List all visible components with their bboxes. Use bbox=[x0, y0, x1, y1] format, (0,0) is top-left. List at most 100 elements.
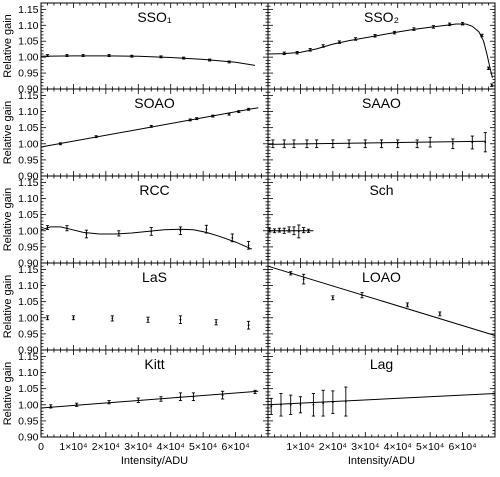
data-marker bbox=[247, 244, 250, 247]
x-tick-label: 0 bbox=[38, 441, 44, 453]
data-marker bbox=[406, 303, 409, 306]
y-tick-label: 1.05 bbox=[18, 209, 39, 221]
data-point bbox=[214, 319, 218, 326]
y-tick-label: 1.10 bbox=[18, 280, 39, 292]
y-tick-label: 0.90 bbox=[18, 171, 39, 183]
data-point bbox=[431, 25, 435, 29]
y-tick-label: 0.95 bbox=[18, 241, 39, 253]
data-point bbox=[347, 139, 351, 149]
data-point bbox=[353, 37, 358, 41]
data-point bbox=[208, 58, 212, 62]
data-marker bbox=[46, 226, 49, 229]
data-marker bbox=[254, 390, 256, 393]
y-tick-label: 1.00 bbox=[18, 225, 39, 237]
data-marker bbox=[471, 141, 474, 144]
data-point bbox=[45, 54, 50, 57]
data-point bbox=[311, 393, 315, 417]
x-tick-label: 5×10⁴ bbox=[189, 441, 217, 453]
y-tick-label: 1.10 bbox=[18, 367, 39, 379]
data-marker bbox=[280, 403, 282, 406]
data-marker bbox=[451, 142, 454, 145]
data-point bbox=[363, 139, 367, 149]
data-marker bbox=[195, 117, 198, 120]
data-marker bbox=[72, 316, 75, 319]
data-marker bbox=[338, 41, 341, 44]
data-marker bbox=[283, 229, 286, 232]
data-marker bbox=[490, 84, 493, 87]
data-marker bbox=[484, 141, 487, 144]
data-marker bbox=[331, 401, 334, 404]
data-point bbox=[373, 34, 377, 38]
data-point bbox=[490, 83, 494, 87]
fit-curve bbox=[40, 55, 256, 66]
data-marker bbox=[429, 141, 432, 144]
y-tick-label: 1.05 bbox=[18, 296, 39, 308]
data-marker bbox=[66, 227, 68, 230]
data-point bbox=[287, 226, 291, 233]
x-tick-label: 3×10⁴ bbox=[124, 441, 152, 453]
y-tick-label: 0.95 bbox=[18, 68, 39, 80]
data-marker bbox=[59, 142, 62, 145]
data-marker bbox=[297, 230, 300, 233]
y-tick-label: 1.15 bbox=[18, 351, 39, 363]
data-point bbox=[178, 392, 183, 402]
data-marker bbox=[306, 142, 308, 145]
data-point bbox=[379, 139, 384, 149]
data-point bbox=[460, 21, 465, 26]
data-marker bbox=[117, 232, 120, 235]
y-tick-label: 1.00 bbox=[18, 312, 39, 324]
data-point bbox=[438, 311, 442, 317]
data-marker bbox=[396, 142, 399, 145]
data-point bbox=[415, 139, 419, 149]
data-point bbox=[308, 48, 312, 52]
data-marker bbox=[299, 403, 302, 406]
data-point bbox=[221, 390, 225, 400]
data-marker bbox=[289, 403, 292, 406]
data-point bbox=[272, 228, 277, 234]
data-marker bbox=[283, 52, 286, 55]
data-marker bbox=[228, 113, 230, 116]
panel-sch-5 bbox=[267, 175, 496, 264]
data-marker bbox=[231, 236, 234, 239]
data-point bbox=[305, 139, 309, 149]
data-marker bbox=[85, 233, 88, 235]
panel-title: Lag bbox=[370, 356, 393, 372]
data-point bbox=[289, 271, 293, 276]
data-marker bbox=[374, 34, 376, 37]
data-marker bbox=[278, 229, 281, 232]
y-axis-title: Relative gain bbox=[2, 101, 14, 165]
data-point bbox=[65, 54, 69, 57]
y-tick-label: 0.90 bbox=[18, 84, 39, 96]
data-point bbox=[71, 315, 76, 321]
data-marker bbox=[237, 110, 240, 113]
data-point bbox=[306, 228, 311, 233]
y-tick-label: 1.05 bbox=[18, 383, 39, 395]
fit-curve bbox=[267, 265, 496, 336]
data-marker bbox=[150, 230, 153, 233]
data-point bbox=[302, 273, 306, 285]
data-marker bbox=[46, 316, 49, 319]
data-marker bbox=[247, 324, 250, 327]
panel-title: Kitt bbox=[144, 356, 164, 372]
data-marker bbox=[160, 55, 162, 58]
data-point bbox=[298, 396, 303, 414]
x-tick-label: 2×10⁴ bbox=[319, 441, 347, 453]
panel-title: Sch bbox=[369, 182, 393, 198]
data-marker bbox=[283, 142, 286, 145]
y-tick-label: 1.10 bbox=[18, 193, 39, 205]
data-marker bbox=[247, 108, 250, 111]
data-marker bbox=[182, 57, 185, 60]
data-point bbox=[289, 394, 293, 415]
fit-curve bbox=[267, 140, 486, 145]
data-point bbox=[321, 389, 325, 417]
data-marker bbox=[438, 313, 441, 315]
data-point bbox=[204, 224, 208, 234]
data-marker bbox=[215, 321, 218, 324]
y-tick-label: 1.10 bbox=[18, 20, 39, 32]
data-point bbox=[483, 132, 487, 153]
panel-title: SSO₂ bbox=[364, 9, 399, 25]
fit-curve bbox=[267, 393, 496, 406]
data-marker bbox=[150, 125, 153, 128]
data-marker bbox=[322, 402, 325, 405]
